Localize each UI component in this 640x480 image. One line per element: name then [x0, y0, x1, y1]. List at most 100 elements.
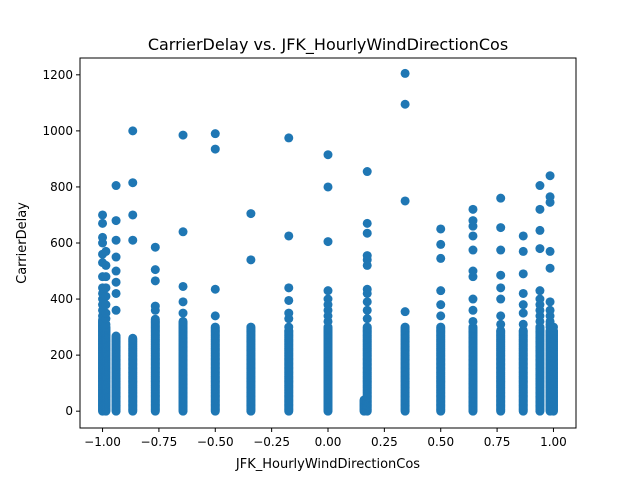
data-point — [468, 231, 478, 241]
data-point — [101, 291, 111, 301]
data-point — [400, 68, 410, 78]
data-point — [535, 244, 545, 254]
data-point — [98, 232, 108, 242]
data-point — [128, 126, 138, 136]
data-point — [101, 283, 111, 293]
data-point — [150, 265, 160, 275]
data-point — [323, 182, 333, 192]
data-point — [210, 322, 220, 332]
data-point — [400, 99, 410, 109]
data-point — [436, 322, 446, 332]
data-point — [496, 294, 506, 304]
data-point — [210, 311, 220, 321]
data-point — [128, 210, 138, 220]
data-point — [284, 283, 294, 293]
data-point — [101, 272, 111, 282]
data-point — [518, 300, 528, 310]
scatter-points — [98, 68, 558, 416]
data-point — [111, 252, 121, 262]
x-tick-label: −0.50 — [197, 435, 234, 449]
x-axis-label: JFK_HourlyWindDirectionCos — [235, 457, 420, 472]
data-point — [535, 286, 545, 296]
data-point — [101, 260, 111, 270]
data-point — [468, 266, 478, 276]
data-point — [545, 263, 555, 273]
data-point — [468, 305, 478, 315]
y-tick-label: 1200 — [42, 68, 73, 82]
data-point — [111, 235, 121, 245]
data-point — [468, 245, 478, 255]
data-point — [284, 295, 294, 305]
data-point — [400, 307, 410, 317]
data-point — [150, 301, 160, 311]
data-point — [323, 237, 333, 247]
data-point — [150, 276, 160, 286]
data-point — [362, 314, 372, 324]
data-point — [284, 322, 294, 332]
data-point — [496, 311, 506, 321]
y-tick-label: 200 — [50, 348, 73, 362]
data-point — [101, 300, 111, 310]
data-point — [128, 178, 138, 188]
x-tick-label: −0.75 — [141, 435, 178, 449]
x-tick-label: −0.25 — [253, 435, 290, 449]
y-tick-label: 600 — [50, 236, 73, 250]
data-point — [111, 305, 121, 315]
data-point — [496, 283, 506, 293]
x-tick-label: 0.00 — [315, 435, 342, 449]
data-point — [548, 322, 558, 332]
y-axis-ticks: 0 200 400 600 800 1000 1200 — [42, 68, 80, 418]
data-point — [518, 269, 528, 279]
data-point — [436, 253, 446, 263]
data-point — [518, 288, 528, 298]
data-point — [436, 286, 446, 296]
data-point — [210, 129, 220, 139]
data-point — [111, 277, 121, 287]
data-point — [535, 225, 545, 235]
data-point — [545, 192, 555, 202]
data-point — [111, 266, 121, 276]
data-point — [362, 251, 372, 261]
data-point — [400, 322, 410, 332]
data-point — [98, 218, 108, 228]
data-point — [468, 204, 478, 214]
x-tick-label: 0.50 — [427, 435, 454, 449]
data-point — [436, 300, 446, 310]
data-point — [178, 297, 188, 307]
data-point — [400, 196, 410, 206]
data-point — [323, 286, 333, 296]
data-point — [362, 167, 372, 177]
data-point — [468, 216, 478, 226]
data-point — [518, 319, 528, 329]
data-point — [545, 246, 555, 256]
data-point — [535, 294, 545, 304]
data-point — [284, 133, 294, 143]
data-point — [535, 204, 545, 214]
x-tick-label: −1.00 — [84, 435, 121, 449]
y-tick-label: 400 — [50, 292, 73, 306]
data-point — [518, 308, 528, 318]
data-point — [111, 181, 121, 191]
x-tick-label: 0.75 — [484, 435, 511, 449]
data-point — [246, 209, 256, 219]
data-point — [101, 308, 111, 318]
data-point — [362, 228, 372, 238]
data-point — [518, 246, 528, 256]
y-tick-label: 1000 — [42, 124, 73, 138]
x-tick-label: 1.00 — [540, 435, 567, 449]
data-point — [210, 144, 220, 154]
data-point — [284, 231, 294, 241]
data-point — [545, 297, 555, 307]
data-point — [246, 322, 256, 332]
data-point — [111, 216, 121, 226]
chart-title: CarrierDelay vs. JFK_HourlyWindDirection… — [148, 35, 508, 55]
data-point — [468, 294, 478, 304]
data-point — [545, 305, 555, 315]
data-point — [496, 270, 506, 280]
data-point — [436, 224, 446, 234]
data-point — [362, 305, 372, 315]
data-point — [436, 311, 446, 321]
data-point — [496, 325, 506, 335]
data-point — [436, 239, 446, 249]
